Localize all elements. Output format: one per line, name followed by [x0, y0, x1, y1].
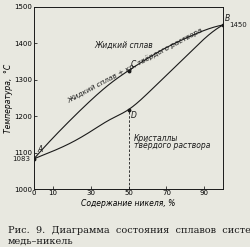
Text: 1450: 1450: [228, 22, 246, 28]
Text: D: D: [130, 111, 136, 120]
Y-axis label: Температура,  °C: Температура, °C: [4, 63, 13, 132]
Text: Жидкий сплав: Жидкий сплав: [94, 41, 153, 49]
Text: Кристаллы: Кристаллы: [134, 134, 178, 143]
Text: C: C: [130, 60, 135, 69]
X-axis label: Содержание никеля, %: Содержание никеля, %: [81, 199, 175, 208]
Text: 1083: 1083: [12, 156, 30, 162]
Text: A: A: [38, 145, 43, 154]
Text: Жидкий сплав + кр. твёрдого раствора: Жидкий сплав + кр. твёрдого раствора: [66, 26, 203, 104]
Text: B: B: [224, 14, 230, 23]
Text: твёрдого раствора: твёрдого раствора: [134, 141, 210, 150]
Text: Рис.  9.  Диаграмма  состояния  сплавов  системы
медь–никель: Рис. 9. Диаграмма состояния сплавов сист…: [8, 226, 250, 246]
